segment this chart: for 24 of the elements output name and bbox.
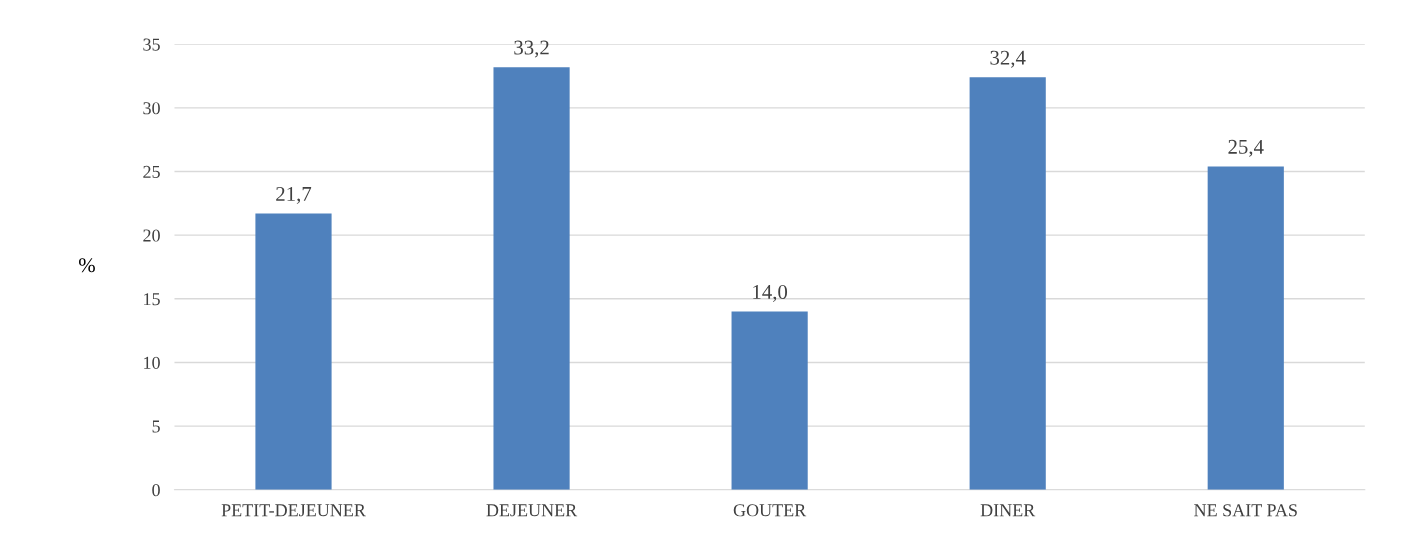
y-tick-label: 5 <box>152 420 160 433</box>
bar <box>731 311 808 490</box>
x-tick-label: PETIT-DEJEUNER <box>221 504 366 517</box>
bar <box>493 67 570 490</box>
x-tick-label: DINER <box>980 504 1036 517</box>
y-axis-title: % <box>79 258 95 273</box>
data-label: 14,0 <box>753 284 788 302</box>
bar <box>1207 166 1284 490</box>
y-tick-label: 25 <box>143 165 160 178</box>
y-tick-label: 10 <box>144 356 160 369</box>
data-label: 33,2 <box>514 40 549 58</box>
bar <box>255 213 332 490</box>
data-label: 32,4 <box>990 50 1026 68</box>
y-tick-label: 0 <box>152 484 160 497</box>
bar <box>969 77 1046 490</box>
y-tick-label: 35 <box>143 38 160 51</box>
x-tick-label: NE SAIT PAS <box>1194 504 1297 517</box>
x-tick-label: GOUTER <box>733 504 807 517</box>
y-tick-label: 20 <box>143 229 160 242</box>
data-label: 21,7 <box>276 186 312 204</box>
y-tick-label: 30 <box>143 102 160 115</box>
x-tick-label: DEJEUNER <box>486 504 578 517</box>
y-tick-label: 15 <box>144 293 160 306</box>
data-label: 25,4 <box>1228 139 1264 157</box>
